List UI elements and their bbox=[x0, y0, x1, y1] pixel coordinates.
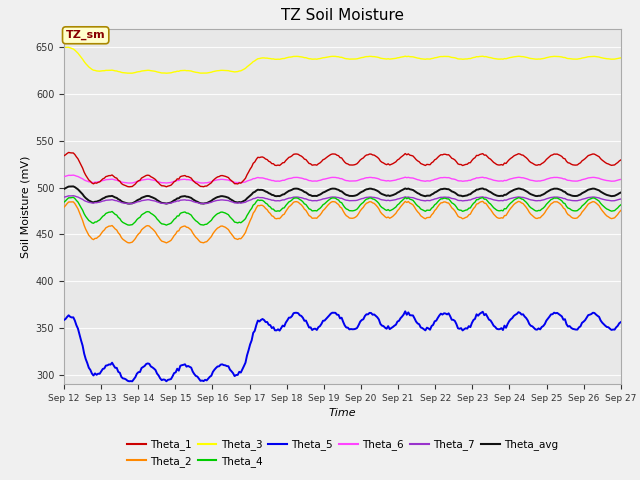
Theta_7 bbox=[617, 196, 625, 202]
Theta_avg bbox=[131, 199, 139, 204]
Theta_4 bbox=[229, 217, 237, 223]
Theta_2 bbox=[130, 238, 138, 243]
Theta_6 bbox=[125, 180, 133, 186]
Theta_3 bbox=[248, 60, 255, 66]
Theta_2 bbox=[60, 204, 68, 210]
Theta_4 bbox=[70, 194, 77, 200]
Theta_5 bbox=[246, 342, 254, 348]
Theta_2 bbox=[255, 203, 263, 209]
Y-axis label: Soil Moisture (mV): Soil Moisture (mV) bbox=[20, 155, 30, 258]
Theta_2 bbox=[479, 198, 486, 204]
Theta_7 bbox=[125, 201, 133, 206]
Theta_5 bbox=[129, 378, 136, 384]
Legend: Theta_1, Theta_2, Theta_3, Theta_4, Theta_5, Theta_6, Theta_7, Theta_avg: Theta_1, Theta_2, Theta_3, Theta_4, Thet… bbox=[123, 435, 562, 471]
Theta_4 bbox=[257, 197, 265, 203]
Theta_3 bbox=[617, 55, 625, 61]
Theta_6 bbox=[131, 179, 139, 185]
Theta_1 bbox=[589, 151, 596, 157]
Theta_3 bbox=[63, 44, 71, 50]
Theta_3 bbox=[257, 55, 265, 61]
Theta_4 bbox=[131, 219, 139, 225]
Theta_avg bbox=[307, 192, 314, 198]
Theta_5 bbox=[589, 310, 596, 316]
Theta_2 bbox=[305, 213, 313, 218]
Theta_6 bbox=[589, 175, 596, 180]
Theta_1 bbox=[65, 150, 72, 156]
Line: Theta_7: Theta_7 bbox=[64, 196, 621, 204]
Theta_2 bbox=[589, 199, 596, 204]
Theta_4 bbox=[125, 222, 133, 228]
Theta_7 bbox=[307, 197, 314, 203]
Theta_1 bbox=[60, 153, 68, 158]
Theta_7 bbox=[70, 193, 77, 199]
Theta_6 bbox=[307, 178, 314, 183]
Line: Theta_avg: Theta_avg bbox=[64, 186, 621, 204]
Theta_7 bbox=[257, 195, 265, 201]
Line: Theta_5: Theta_5 bbox=[64, 312, 621, 381]
Theta_5 bbox=[130, 376, 138, 382]
Theta_1 bbox=[125, 184, 133, 190]
X-axis label: Time: Time bbox=[328, 408, 356, 418]
Theta_3 bbox=[229, 69, 237, 74]
Theta_5 bbox=[255, 319, 263, 324]
Theta_7 bbox=[131, 200, 139, 205]
Title: TZ Soil Moisture: TZ Soil Moisture bbox=[281, 9, 404, 24]
Theta_6 bbox=[229, 179, 237, 185]
Theta_avg bbox=[589, 186, 596, 192]
Theta_2 bbox=[617, 207, 625, 213]
Theta_avg bbox=[125, 201, 133, 206]
Theta_5 bbox=[617, 319, 625, 325]
Theta_6 bbox=[70, 172, 77, 178]
Theta_5 bbox=[60, 317, 68, 323]
Theta_4 bbox=[248, 205, 255, 211]
Theta_1 bbox=[617, 157, 625, 163]
Theta_4 bbox=[307, 206, 314, 212]
Theta_1 bbox=[257, 154, 265, 160]
Theta_2 bbox=[246, 218, 254, 224]
Theta_avg bbox=[257, 187, 265, 192]
Line: Theta_3: Theta_3 bbox=[64, 47, 621, 73]
Line: Theta_1: Theta_1 bbox=[64, 153, 621, 187]
Theta_7 bbox=[229, 199, 237, 205]
Theta_avg bbox=[248, 192, 255, 197]
Theta_avg bbox=[229, 198, 237, 204]
Theta_2 bbox=[125, 240, 133, 246]
Theta_3 bbox=[589, 53, 596, 59]
Line: Theta_4: Theta_4 bbox=[64, 197, 621, 225]
Theta_3 bbox=[307, 56, 314, 62]
Theta_avg bbox=[70, 183, 77, 189]
Theta_6 bbox=[60, 174, 68, 180]
Text: TZ_sm: TZ_sm bbox=[66, 30, 106, 40]
Theta_4 bbox=[589, 195, 596, 201]
Theta_1 bbox=[131, 181, 139, 187]
Theta_4 bbox=[60, 199, 68, 205]
Theta_4 bbox=[617, 202, 625, 208]
Line: Theta_6: Theta_6 bbox=[64, 175, 621, 183]
Theta_6 bbox=[617, 177, 625, 182]
Theta_avg bbox=[617, 190, 625, 195]
Theta_5 bbox=[305, 324, 313, 330]
Theta_5 bbox=[228, 369, 236, 374]
Theta_1 bbox=[229, 179, 237, 185]
Theta_3 bbox=[131, 70, 139, 75]
Theta_6 bbox=[257, 175, 265, 180]
Line: Theta_2: Theta_2 bbox=[64, 201, 621, 243]
Theta_1 bbox=[248, 164, 255, 170]
Theta_5 bbox=[401, 309, 409, 314]
Theta_1 bbox=[307, 161, 314, 167]
Theta_7 bbox=[60, 194, 68, 200]
Theta_3 bbox=[60, 45, 68, 50]
Theta_avg bbox=[60, 186, 68, 192]
Theta_2 bbox=[228, 231, 236, 237]
Theta_7 bbox=[248, 197, 255, 203]
Theta_6 bbox=[248, 177, 255, 182]
Theta_3 bbox=[125, 71, 133, 76]
Theta_7 bbox=[589, 194, 596, 200]
